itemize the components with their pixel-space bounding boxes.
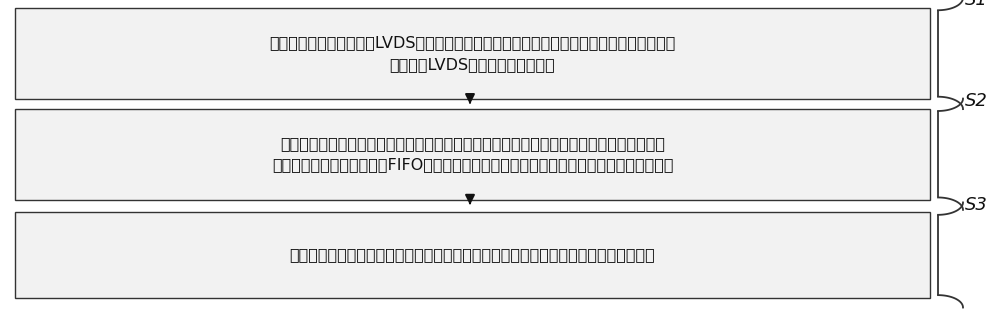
Text: 根据探测器输出的多通道LVDS信号间的延时间隔，配置每个通道的延时电路的延时参数，实: 根据探测器输出的多通道LVDS信号间的延时间隔，配置每个通道的延时电路的延时参数… [269, 35, 676, 50]
Text: 现多通道LVDS信号的初步时序对齐: 现多通道LVDS信号的初步时序对齐 [390, 57, 555, 72]
FancyBboxPatch shape [15, 212, 930, 298]
FancyBboxPatch shape [15, 108, 930, 200]
Text: 集到的像素值分别采用异步FIFO进行缓存，依据探测器的输出逻辑规律，生产一幅完整图片: 集到的像素值分别采用异步FIFO进行缓存，依据探测器的输出逻辑规律，生产一幅完整… [272, 157, 673, 173]
FancyBboxPatch shape [15, 8, 930, 99]
Text: S1: S1 [965, 0, 988, 9]
Text: 检测到探测器主频的调整信号，采用预设的字对齐和位对齐算法，完成像模式实时调整: 检测到探测器主频的调整信号，采用预设的字对齐和位对齐算法，完成像模式实时调整 [290, 247, 655, 263]
Text: S3: S3 [965, 196, 988, 214]
Text: 根据不同的串行化因子，采用预设的串并转换方法，得到每一通道的灰度值，将每个通道采: 根据不同的串行化因子，采用预设的串并转换方法，得到每一通道的灰度值，将每个通道采 [280, 136, 665, 151]
Text: S2: S2 [965, 92, 988, 110]
